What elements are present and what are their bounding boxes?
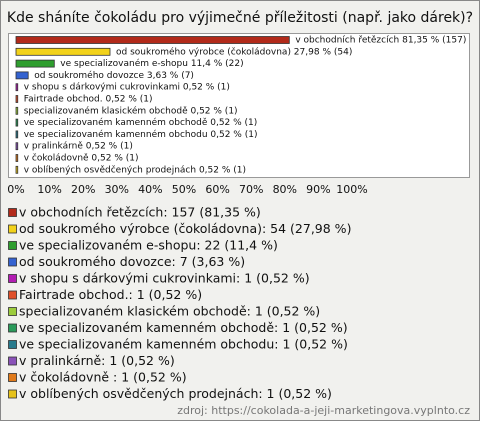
legend-swatch bbox=[8, 340, 17, 349]
x-tick-label: 40% bbox=[138, 183, 162, 196]
legend-label: Fairtrade obchod.: 1 (0,52 %) bbox=[19, 287, 202, 302]
legend-swatch bbox=[8, 241, 17, 250]
legend-swatch bbox=[8, 323, 17, 333]
legend-label: od soukromého výrobce (čokoládovna): 54 … bbox=[19, 221, 351, 236]
x-tick-label: 100% bbox=[336, 183, 367, 196]
bar-label: specializovaném klasickém obchodě 0,52 %… bbox=[24, 105, 238, 116]
x-tick-label: 50% bbox=[172, 183, 196, 196]
legend-label: ve specializovaném e-shopu: 22 (11,4 %) bbox=[19, 238, 278, 253]
x-tick-label: 0% bbox=[7, 183, 24, 196]
bar bbox=[15, 59, 55, 68]
bar-label: Fairtrade obchod. 0,52 % (1) bbox=[24, 95, 153, 105]
legend-label: od soukromého dovozce: 7 (3,63 %) bbox=[19, 254, 245, 269]
bar-label: v čokoládovně 0,52 % (1) bbox=[24, 153, 139, 164]
legend-swatch bbox=[8, 389, 17, 399]
bar bbox=[15, 83, 19, 92]
legend-swatch bbox=[8, 373, 17, 382]
bar bbox=[15, 165, 19, 174]
bar bbox=[15, 47, 111, 56]
bar bbox=[15, 154, 19, 162]
legend-label: v čokoládovně : 1 (0,52 %) bbox=[19, 370, 187, 385]
legend-label: ve specializovaném kamenném obchodě: 1 (… bbox=[19, 320, 348, 335]
x-tick-label: 60% bbox=[205, 183, 229, 196]
legend-label: ve specializovaném kamenném obchodu: 1 (… bbox=[19, 337, 348, 352]
x-tick-label: 30% bbox=[105, 183, 129, 196]
source: zdroj: https://cokolada-a-jeji-marketing… bbox=[177, 404, 470, 417]
bar-label: ve specializovaném kamenném obchodě 0,52… bbox=[24, 117, 258, 128]
x-tick-label: 80% bbox=[273, 183, 297, 196]
legend-label: v pralinkárně: 1 (0,52 %) bbox=[19, 353, 175, 368]
legend-swatch bbox=[8, 274, 17, 283]
bar bbox=[15, 36, 290, 44]
bar bbox=[15, 142, 19, 151]
plot-area bbox=[8, 33, 470, 178]
bar-label: ve specializovaném e-shopu 11,4 % (22) bbox=[60, 58, 243, 69]
x-tick-label: 90% bbox=[306, 183, 330, 196]
legend-label: v oblíbených osvědčených prodejnách: 1 (… bbox=[19, 386, 332, 401]
bar-label: v oblíbených osvědčených prodejnách 0,52… bbox=[24, 164, 246, 175]
bar-label: od soukromého dovozce 3,63 % (7) bbox=[34, 70, 194, 81]
legend-swatch bbox=[8, 208, 17, 217]
x-tick-label: 20% bbox=[71, 183, 95, 196]
x-tick-label: 70% bbox=[239, 183, 263, 196]
chart-title: Kde sháníte čokoládu pro výjimečné příle… bbox=[7, 10, 473, 26]
bar bbox=[15, 118, 19, 127]
legend-label: specializovaném klasickém obchodě: 1 (0,… bbox=[19, 304, 320, 319]
bar-label: v pralinkárně 0,52 % (1) bbox=[24, 142, 133, 152]
bar-label: ve specializovaném kamenném obchodu 0,52… bbox=[24, 129, 258, 140]
legend-swatch bbox=[8, 224, 17, 234]
bar-label: od soukromého výrobce (čokoládovna) 27,9… bbox=[116, 46, 352, 57]
legend-swatch bbox=[8, 307, 17, 316]
bar bbox=[15, 106, 19, 115]
plot: v obchodních řetězcích 81,35 % (157)od s… bbox=[15, 36, 466, 175]
legend-swatch bbox=[8, 257, 17, 267]
legend-swatch bbox=[8, 290, 17, 300]
legend-swatch bbox=[8, 356, 17, 366]
bar bbox=[15, 71, 29, 80]
legend-label: v obchodních řetězcích: 157 (81,35 %) bbox=[19, 205, 261, 220]
x-tick-label: 10% bbox=[37, 183, 61, 196]
bar-label: v obchodních řetězcích 81,35 % (157) bbox=[295, 36, 466, 46]
bar bbox=[15, 130, 19, 139]
bar bbox=[15, 95, 19, 103]
bar-label: v shopu s dárkovými cukrovinkami 0,52 % … bbox=[24, 83, 230, 93]
legend-label: v shopu s dárkovými cukrovinkami: 1 (0,5… bbox=[19, 271, 310, 286]
